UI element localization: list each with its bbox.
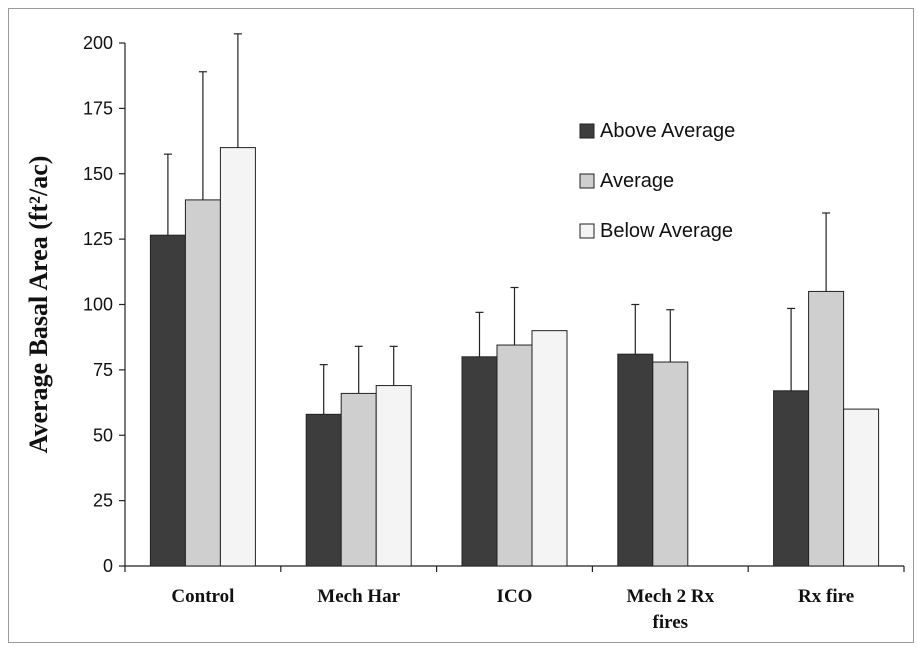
bar-chart: 0 25 50 75 100 125 150 175 200 Control Mech Har IC…: [24, 33, 905, 633]
legend-swatch: [579, 223, 595, 239]
bar: [461, 356, 498, 567]
category-label: Control: [171, 586, 234, 607]
category-label: Mech Har: [317, 586, 400, 607]
y-tick-label: 100: [83, 295, 113, 315]
y-tick-label: 175: [83, 98, 113, 118]
bar: [652, 361, 689, 567]
legend-label: Above Average: [600, 120, 735, 142]
bar: [340, 392, 377, 567]
bar: [808, 290, 845, 567]
y-axis-label: Average Basal Area (ft²/ac): [24, 156, 53, 454]
y-tick-label: 125: [83, 229, 113, 249]
bars: [149, 147, 880, 567]
bar: [773, 390, 810, 567]
chart-frame: 0 25 50 75 100 125 150 175 200 Control Mech Har IC…: [8, 8, 914, 643]
legend-label: Below Average: [600, 220, 733, 242]
category-label: Mech 2 Rx fires: [627, 586, 715, 633]
y-tick-label: 25: [93, 491, 113, 511]
y-tick-label: 50: [93, 425, 113, 445]
legend-swatch: [579, 123, 595, 139]
bar: [531, 330, 568, 567]
legend-swatch: [579, 173, 595, 189]
bar: [617, 353, 654, 567]
bar: [305, 413, 342, 567]
bar: [184, 199, 221, 567]
legend: Above Average Average Below Average: [579, 120, 735, 242]
y-tick-label: 200: [83, 33, 113, 53]
error-bars: [163, 33, 831, 415]
category-label: Rx fire: [798, 586, 854, 607]
category-label: ICO: [497, 586, 533, 607]
bar: [843, 408, 880, 567]
y-tick-label: 150: [83, 164, 113, 184]
bar: [496, 344, 533, 567]
y-tick-label: 75: [93, 360, 113, 380]
y-tick-label: 0: [103, 556, 113, 576]
bar: [375, 385, 412, 567]
y-tick-labels: 0 25 50 75 100 125 150 175 200: [83, 33, 113, 576]
legend-label: Average: [600, 170, 674, 192]
bar: [219, 147, 256, 567]
bar: [149, 234, 186, 567]
category-labels: Control Mech Har ICO Mech 2 Rx fires Rx fire: [171, 586, 854, 633]
